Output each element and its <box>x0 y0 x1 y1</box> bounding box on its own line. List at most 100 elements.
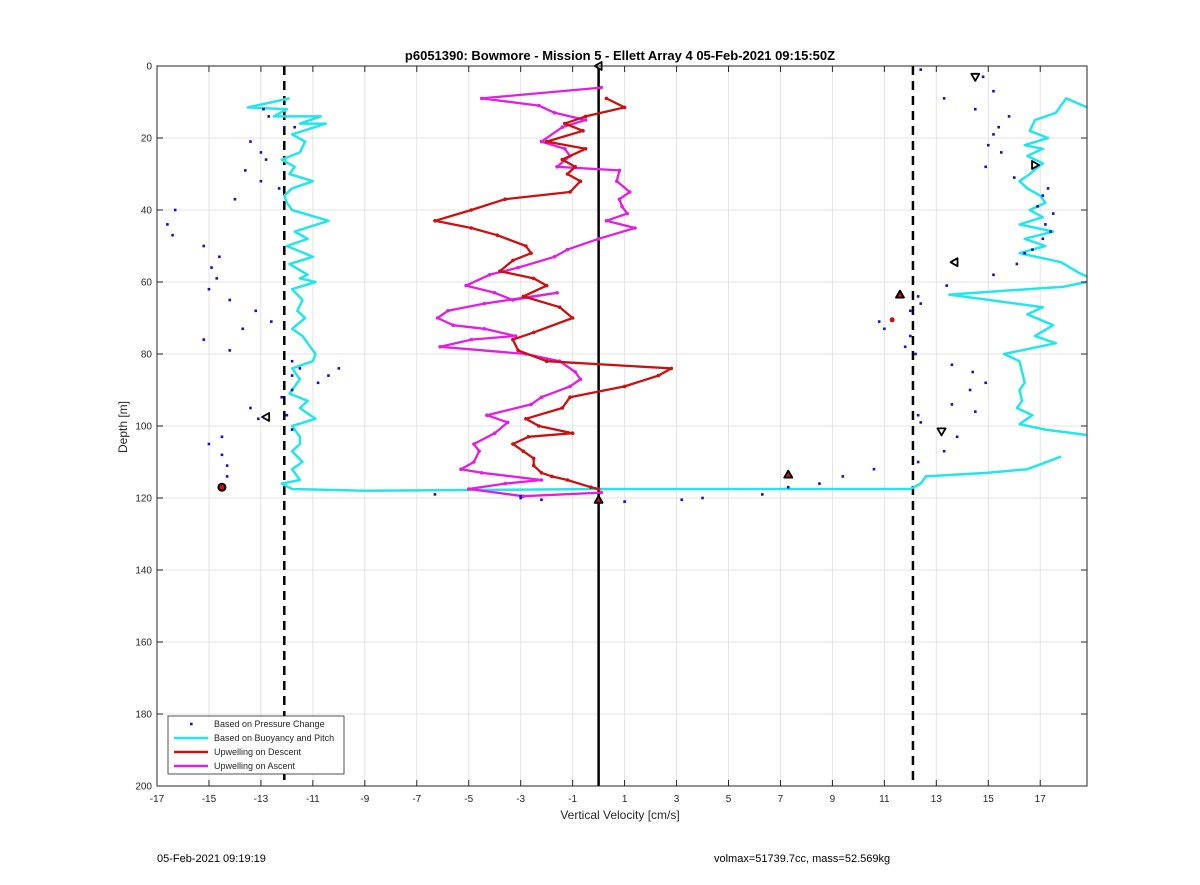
legend-swatch-pressure <box>190 722 193 726</box>
pressure-point <box>916 295 920 298</box>
ascent-point <box>529 402 533 407</box>
ascent-point <box>466 487 471 491</box>
ascent-point <box>627 190 632 194</box>
grid <box>156 65 1087 787</box>
ascent-point <box>583 118 588 122</box>
pressure-point <box>225 464 229 467</box>
pressure-point <box>1036 205 1039 208</box>
descent-point <box>568 395 572 400</box>
pressure-point <box>992 273 995 277</box>
descent-point <box>524 244 528 248</box>
pressure-point <box>919 68 923 71</box>
ascent-line <box>436 86 637 498</box>
pressure-point <box>173 208 177 212</box>
pressure-point <box>290 388 294 392</box>
descent-point <box>544 139 549 144</box>
pressure-point <box>285 413 289 417</box>
pressure-point <box>202 244 206 248</box>
pressure-point <box>171 233 174 237</box>
ascent-point <box>492 431 497 436</box>
pressure-point <box>202 338 206 341</box>
pressure-point <box>257 417 260 421</box>
x-tick-label: -9 <box>360 794 369 805</box>
descent-point <box>583 147 588 151</box>
descent-point <box>544 359 549 364</box>
ascent-point <box>633 226 637 230</box>
pressure-point <box>1046 187 1050 190</box>
pressure-point <box>298 367 302 370</box>
ascent-point <box>555 291 559 295</box>
y-tick-label: 160 <box>135 638 152 649</box>
descent-point <box>539 471 544 475</box>
ascent-point <box>511 298 515 302</box>
y-axis-label: Depth [m] <box>116 401 130 453</box>
descent-point <box>531 330 536 335</box>
descent-point <box>511 442 515 446</box>
pressure-point <box>249 140 252 143</box>
ascent-point <box>596 237 601 241</box>
descent-point <box>529 251 533 255</box>
pressure-point <box>254 309 258 313</box>
ascent-point <box>599 490 604 495</box>
ascent-point <box>568 384 572 389</box>
ascent-point <box>464 283 468 288</box>
x-tick-label: 1 <box>622 794 628 805</box>
pressure-point <box>290 428 294 431</box>
pressure-point <box>225 475 229 478</box>
ascent-point <box>459 467 463 472</box>
descent-point <box>495 233 500 237</box>
ascent-point <box>435 316 440 320</box>
ascent-point <box>617 168 622 173</box>
pressure-point <box>945 284 949 287</box>
pressure-point <box>228 298 232 302</box>
ascent-point <box>451 323 455 328</box>
descent-point <box>565 172 570 176</box>
pressure-point <box>992 89 995 93</box>
descent-point <box>560 157 565 162</box>
ascent-point <box>487 273 492 277</box>
event-marker <box>217 482 227 492</box>
x-tick-label: 5 <box>726 794 732 805</box>
descent-point <box>531 456 536 461</box>
ascent-point <box>573 370 578 374</box>
pressure-point <box>841 475 845 478</box>
descent-point <box>531 463 536 468</box>
descent-point <box>516 348 520 353</box>
descent-point <box>573 165 578 169</box>
ascent-point <box>438 345 442 349</box>
y-tick-label: 100 <box>135 422 152 433</box>
pressure-point <box>1012 176 1016 179</box>
x-tick-label: -3 <box>516 794 525 805</box>
pressure-point <box>540 498 543 502</box>
x-tick-label: 3 <box>674 794 680 805</box>
ascent-point <box>513 334 518 338</box>
x-tick-label: -13 <box>254 794 269 805</box>
descent-line <box>433 97 673 491</box>
pressure-point <box>914 352 917 356</box>
descent-point <box>570 431 575 436</box>
descent-point <box>557 305 562 310</box>
pressure-point <box>210 266 213 269</box>
pressure-point <box>999 151 1003 154</box>
ascent-point <box>492 291 497 295</box>
ascent-point <box>485 413 489 418</box>
pressure-point <box>207 287 211 291</box>
pressure-point <box>877 320 881 323</box>
pressure-point <box>786 485 790 489</box>
pressure-point <box>973 410 977 413</box>
ascent-point <box>479 471 484 475</box>
ascent-point <box>599 85 604 90</box>
descent-point <box>544 283 549 288</box>
pressure-point <box>950 363 954 367</box>
event-marker <box>889 317 895 323</box>
descent-point <box>622 384 627 389</box>
pressure-point <box>218 255 221 259</box>
event-marker <box>593 494 604 504</box>
pressure-point <box>1044 223 1047 226</box>
pressure-point <box>973 107 977 111</box>
pressure-point <box>883 327 886 331</box>
x-tick-label: -7 <box>412 794 421 805</box>
ascent-point <box>521 494 526 499</box>
pressure-point <box>228 349 232 352</box>
descent-point <box>581 129 585 133</box>
